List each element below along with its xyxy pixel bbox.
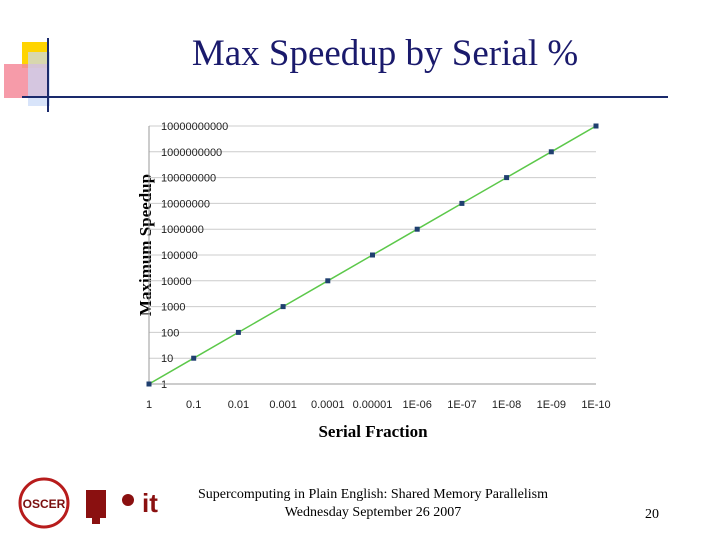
point-marker	[370, 252, 375, 258]
point-marker	[548, 149, 554, 155]
chart-title: Max Speedup by Serial %	[192, 33, 578, 74]
logo-ring	[18, 477, 70, 529]
footer-line: Wednesday September 26 2007	[285, 505, 462, 520]
point-marker	[235, 329, 241, 335]
y-tick-label: 10	[161, 353, 173, 365]
y-tick-label: 100000000	[161, 173, 216, 185]
point-marker	[325, 278, 331, 284]
x-tick-label: 1E-10	[581, 399, 610, 411]
logo-text: it	[142, 488, 158, 518]
x-tick-label: 0.00001	[353, 399, 393, 411]
logo-dot	[122, 494, 134, 506]
page-number: 20	[645, 507, 659, 522]
x-tick-label: 0.1	[186, 399, 201, 411]
point-marker	[414, 226, 420, 232]
y-tick-label: 1000	[161, 302, 185, 314]
point-marker	[459, 200, 465, 206]
x-tick-label: 1E-06	[403, 399, 432, 411]
x-tick-label: 1E-07	[447, 399, 476, 411]
x-axis-label: Serial Fraction	[318, 422, 428, 441]
point-marker	[280, 304, 286, 310]
y-tick-label: 10000000	[161, 198, 210, 210]
plot-area: 1 10 100 1000 10000 100000 1000000 10000000 1000…	[146, 121, 611, 411]
x-tick-label: 1	[146, 399, 152, 411]
point-marker	[191, 355, 197, 361]
y-tick-label: 10000000000	[161, 121, 228, 133]
point-marker	[504, 175, 510, 181]
logo-ou	[86, 490, 106, 524]
y-axis-label: Maximum Speedup	[136, 174, 155, 316]
point-marker	[146, 381, 152, 387]
y-tick-label: 1	[161, 379, 167, 391]
decor-square	[28, 52, 50, 106]
x-tick-label: 0.001	[269, 399, 297, 411]
y-tick-label: 1000000	[161, 224, 204, 236]
x-tick-label: 0.01	[228, 399, 249, 411]
point-marker	[593, 123, 599, 129]
y-tick-label: 1000000000	[161, 147, 222, 159]
logo-oscer: OSCER	[18, 477, 70, 529]
y-tick-label: 10000	[161, 276, 192, 288]
y-tick-label: 100	[161, 327, 179, 339]
x-tick-label: 1E-09	[537, 399, 566, 411]
logo-text: OSCER	[23, 497, 66, 511]
y-tick-label: 100000	[161, 250, 198, 262]
x-tick-label: 0.0001	[311, 399, 345, 411]
logo-it: it	[122, 488, 158, 518]
footer-line: Supercomputing in Plain English: Shared …	[198, 487, 548, 502]
x-tick-label: 1E-08	[492, 399, 521, 411]
